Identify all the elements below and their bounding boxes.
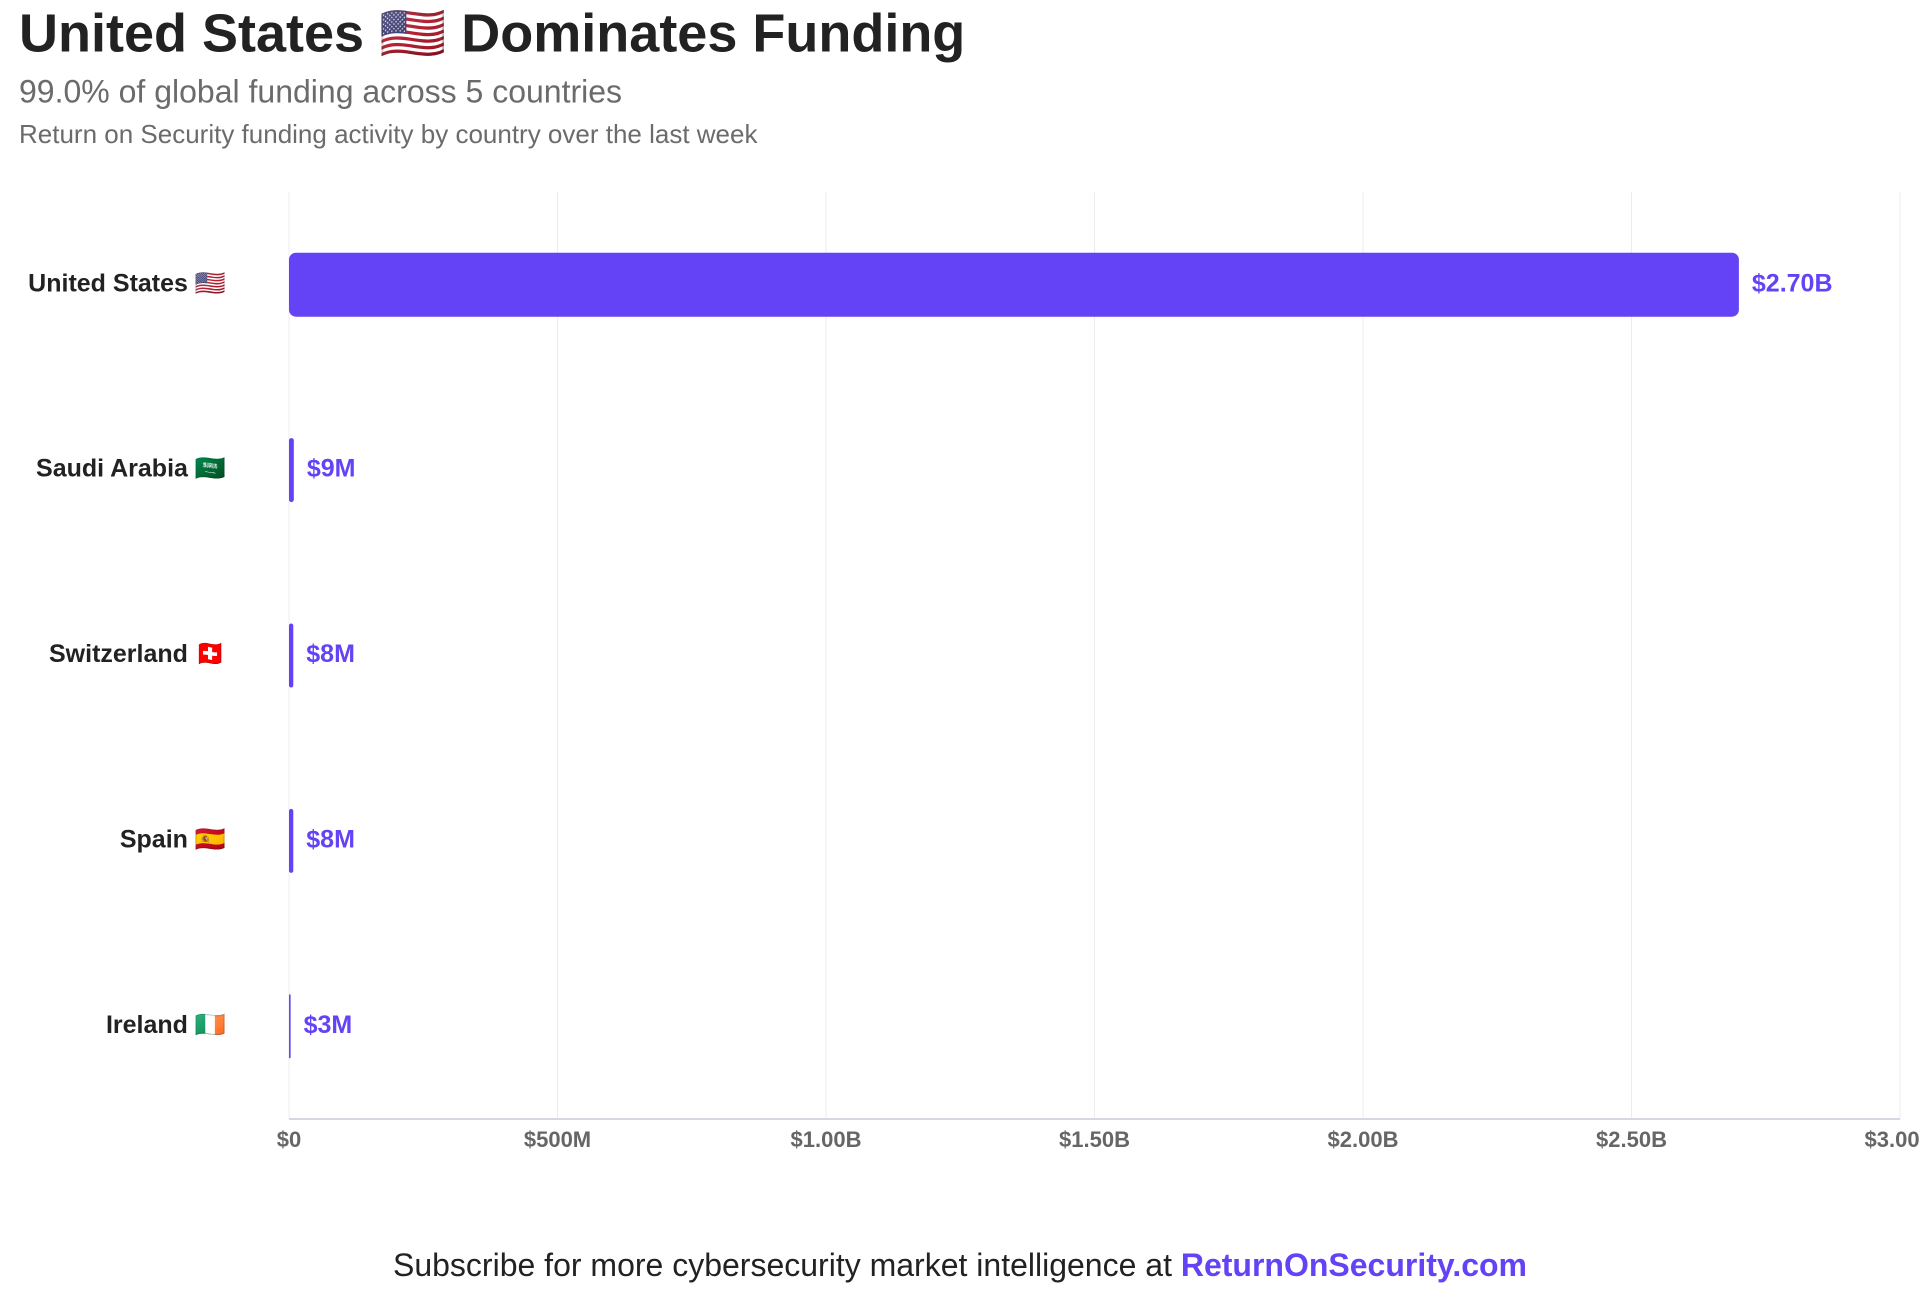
y-tick-label: Saudi Arabia 🇸🇦 <box>36 455 226 483</box>
value-label: $2.70B <box>1752 269 1833 297</box>
x-tick-label: $0 <box>277 1127 301 1152</box>
bar <box>289 252 1739 317</box>
y-tick-label: Spain 🇪🇸 <box>120 826 226 854</box>
x-tick-label: $3.00B <box>1865 1127 1920 1152</box>
x-tick-label: $1.50B <box>1059 1127 1130 1152</box>
value-label: $9M <box>307 455 356 483</box>
value-label: $8M <box>306 826 355 854</box>
y-tick-label: United States 🇺🇸 <box>28 269 226 297</box>
x-tick-label: $2.00B <box>1328 1127 1399 1152</box>
chart-title: United States 🇺🇸 Dominates Funding <box>19 3 965 63</box>
value-label: $8M <box>306 640 355 668</box>
footer-link[interactable]: ReturnOnSecurity.com <box>1181 1247 1527 1283</box>
x-tick-label: $500M <box>524 1127 591 1152</box>
y-tick-label: Ireland 🇮🇪 <box>106 1011 226 1039</box>
x-tick-label: $1.00B <box>791 1127 862 1152</box>
x-tick-label: $2.50B <box>1596 1127 1667 1152</box>
bar <box>289 994 291 1059</box>
chart-description: Return on Security funding activity by c… <box>19 119 758 149</box>
y-tick-label: Switzerland 🇨🇭 <box>49 639 226 668</box>
footer-text: Subscribe for more cybersecurity market … <box>393 1247 1172 1283</box>
bar <box>289 623 294 688</box>
footer: Subscribe for more cybersecurity market … <box>393 1247 1527 1283</box>
bar <box>289 808 294 873</box>
bar <box>289 438 294 503</box>
chart-subtitle: 99.0% of global funding across 5 countri… <box>19 73 622 109</box>
value-label: $3M <box>304 1011 353 1039</box>
